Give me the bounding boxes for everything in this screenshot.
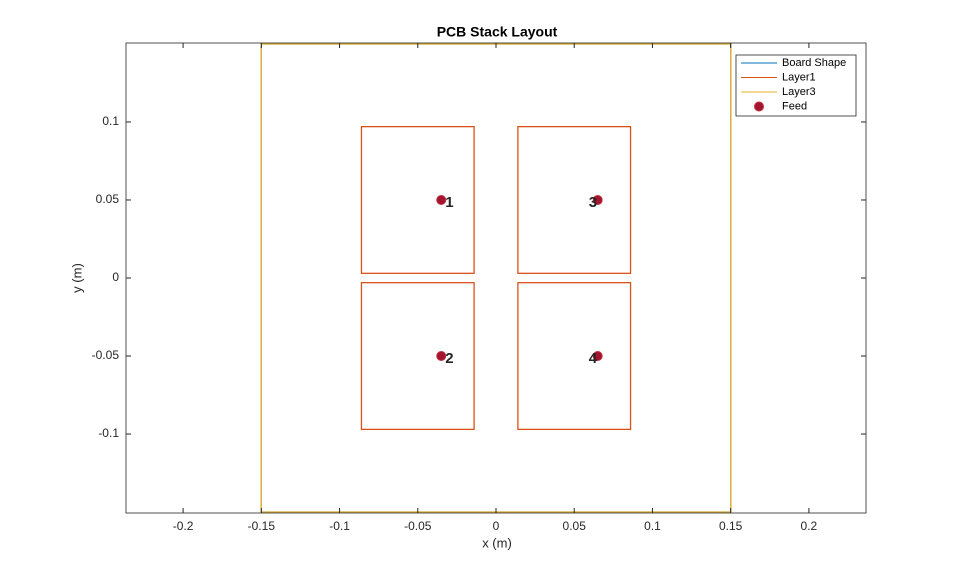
feed-point (592, 194, 603, 205)
x-tick-label: -0.2 (173, 519, 194, 533)
outline (517, 125, 632, 274)
chart-title: PCB Stack Layout (437, 24, 558, 40)
y-axis-label: y (m) (69, 263, 84, 293)
feed-label: 4 (589, 350, 598, 367)
legend-label: Board Shape (782, 57, 846, 69)
x-tick-label: 0.2 (801, 519, 818, 533)
y-tick-label: -0.05 (92, 348, 120, 362)
x-tick-label: 0.1 (644, 519, 661, 533)
feed-label: 2 (445, 350, 453, 367)
feed-label: 1 (445, 194, 453, 211)
x-tick-label: 0.15 (719, 519, 743, 533)
feed-label: 3 (589, 194, 597, 211)
legend-label: Layer3 (782, 86, 816, 98)
outline (360, 282, 475, 431)
x-tick-label: 0.05 (563, 519, 587, 533)
x-axis-label: x (m) (482, 535, 512, 550)
legend-label: Layer1 (782, 71, 816, 83)
x-tick-label: -0.1 (329, 519, 350, 533)
y-tick-label: 0 (112, 270, 119, 284)
y-tick-label: 0.1 (102, 114, 119, 128)
y-tick-label: 0.05 (96, 192, 120, 206)
feed-point (592, 351, 603, 362)
x-tick-label: -0.15 (248, 519, 276, 533)
feed-point (436, 351, 447, 362)
x-tick-label: -0.05 (404, 519, 432, 533)
outline (360, 125, 475, 274)
x-tick-label: 0 (493, 519, 500, 533)
y-tick-label: -0.1 (98, 426, 119, 440)
feed-point (436, 194, 447, 205)
legend-swatch (754, 101, 764, 112)
legend-label: Feed (782, 100, 807, 112)
outline (517, 282, 632, 431)
